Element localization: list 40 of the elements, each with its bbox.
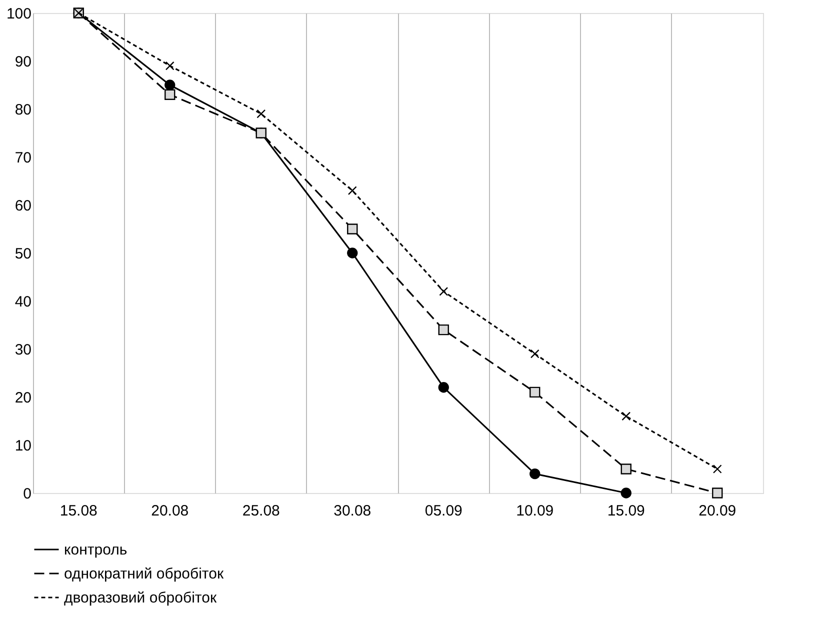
point xyxy=(438,382,449,393)
point xyxy=(712,464,722,474)
y-tick-label: 90 xyxy=(14,54,32,70)
x-tick-label: 30.08 xyxy=(334,502,372,520)
point xyxy=(439,286,448,296)
y-tick-label: 70 xyxy=(14,150,32,166)
x-tick-label: 20.08 xyxy=(151,502,189,520)
x-tick-label: 15.09 xyxy=(607,502,645,520)
legend-label: контроль xyxy=(64,542,128,558)
point xyxy=(438,324,449,336)
point xyxy=(256,109,266,118)
point xyxy=(348,186,357,196)
x-tick-label: 05.09 xyxy=(424,502,462,520)
y-tick-label: 40 xyxy=(14,294,32,310)
legend-label: дворазовий обробіток xyxy=(64,590,217,606)
x-tick-label: 25.08 xyxy=(242,502,280,520)
point xyxy=(530,386,540,398)
point xyxy=(347,224,358,234)
point xyxy=(620,488,632,498)
y-tick-label: 30 xyxy=(14,342,32,358)
x-tick-label: 15.08 xyxy=(60,502,98,520)
point xyxy=(165,61,174,70)
point xyxy=(712,488,723,498)
y-tick-label: 10 xyxy=(14,438,32,454)
y-tick-label: 0 xyxy=(23,486,32,502)
y-tick-label: 80 xyxy=(14,102,32,118)
point xyxy=(530,349,540,358)
point xyxy=(347,248,358,258)
legend-label: однократний обробіток xyxy=(64,566,224,582)
y-tick-label: 60 xyxy=(14,198,32,214)
y-tick-label: 50 xyxy=(14,246,32,262)
point xyxy=(164,80,176,90)
point xyxy=(622,412,631,421)
x-tick-label: 20.09 xyxy=(698,502,736,520)
point xyxy=(530,468,540,480)
y-tick-label: 20 xyxy=(14,390,32,406)
x-tick-label: 10.09 xyxy=(516,502,554,520)
point xyxy=(164,89,176,100)
y-tick-label: 100 xyxy=(6,6,32,22)
point xyxy=(620,464,632,474)
